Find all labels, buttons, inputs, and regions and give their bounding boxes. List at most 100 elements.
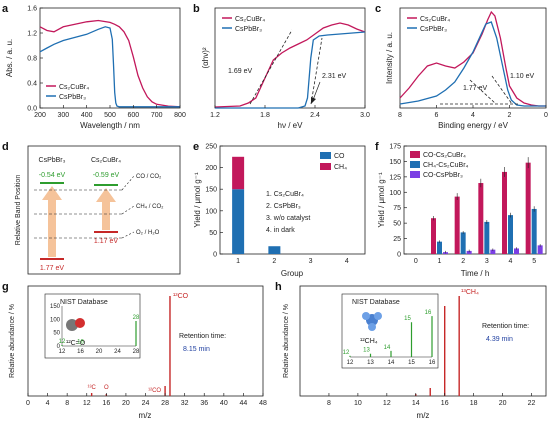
chart-a-xtick-label: 600 <box>127 112 139 119</box>
band-label-left: CsPbBr₃ <box>39 157 66 164</box>
annotation-b-arrow <box>312 81 321 101</box>
chart-h-ylabel: Relative abundance / % <box>283 304 290 378</box>
chart-f-ytick-label: 150 <box>389 159 401 166</box>
legend-a-label-2: CsPbBr₃ <box>59 94 86 101</box>
chart-f-xtick-label: 5 <box>532 258 536 265</box>
chart-a-xtick-label: 200 <box>34 112 46 119</box>
chart-e-frame <box>219 145 366 255</box>
chart-b-xtick-label: 2.4 <box>310 112 320 119</box>
chart-g-xtick-label: 28 <box>161 400 169 407</box>
legend-f-swatch-1 <box>410 151 420 158</box>
retention-label-g: Retention time: <box>179 333 226 340</box>
panel-label-d: d <box>2 141 9 153</box>
chart-g-xlabel: m/z <box>139 411 152 420</box>
inset-g-molecule-label: ¹²C=O <box>66 340 86 347</box>
chart-e-ylabel: Yield / μmol g⁻¹ <box>193 172 202 228</box>
annotation-b-2: 2.31 eV <box>322 73 346 80</box>
chart-e-xtick-label: 3 <box>309 258 313 265</box>
chart-h-frame <box>299 285 547 397</box>
inset-g-xtick-label: 24 <box>114 349 121 355</box>
tangent-line-c-2 <box>491 75 513 105</box>
chart-b-xtick-label: 1.8 <box>260 112 270 119</box>
excitation-arrow-right <box>96 188 116 230</box>
bar-f-0 <box>431 218 436 254</box>
chart-g-xtick-label: 8 <box>65 400 69 407</box>
series-line-1 <box>39 26 180 108</box>
peak-label-g: ¹³C <box>87 385 96 391</box>
bar-e-1 <box>232 156 245 190</box>
inset-g-xtick-label: 28 <box>133 349 140 355</box>
series-line-0 <box>214 22 366 108</box>
peak-label-g: O <box>104 385 109 391</box>
panel-label-b: b <box>193 3 200 15</box>
tangent-line-cspbbr3 <box>310 37 323 105</box>
inset-peak-label-h: 15 <box>404 316 411 322</box>
gap-label-left: 1.77 eV <box>40 265 64 272</box>
chart-f-xtick-label: 0 <box>414 258 418 265</box>
note-e-4: 4. in dark <box>266 227 295 234</box>
chart-f-frame <box>403 145 547 255</box>
chart-g-xtick-label: 16 <box>102 400 110 407</box>
panel-label-h: h <box>275 281 282 293</box>
bar-f-1 <box>437 241 442 254</box>
chart-g-xtick-label: 12 <box>83 400 91 407</box>
chart-c-xtick-label: 6 <box>435 112 439 119</box>
legend-a-label-1: Cs₂CuBr₄ <box>59 84 89 91</box>
legend-b-label-2: CsPbBr₃ <box>235 26 262 33</box>
chart-f-ytick-label: 100 <box>389 190 401 197</box>
chart-g-xtick-label: 48 <box>259 400 267 407</box>
redox-connector-ch4 <box>121 205 135 215</box>
redox-connector-o2 <box>121 231 135 239</box>
bar-f-1 <box>484 221 490 254</box>
legend-e-label-2: CH₄ <box>334 164 347 171</box>
note-e-3: 3. w/o catalyst <box>266 215 310 222</box>
inset-h-frame <box>341 293 439 369</box>
chart-g-xtick-label: 40 <box>220 400 228 407</box>
chart-g-xtick-label: 4 <box>46 400 50 407</box>
legend-b-label-1: Cs₂CuBr₄ <box>235 16 265 23</box>
inset-g-ytick-label: 100 <box>50 317 61 323</box>
chart-a-ytick-label: 0.0 <box>27 106 37 113</box>
chart-a: 200 300 400 500 600 700 800 0.0 0.4 0.8 1.2 1.6 Wav… <box>5 6 186 131</box>
annotation-c-1: 1.77 eV <box>463 85 487 92</box>
inset-h-xtick-label: 15 <box>408 360 415 366</box>
chart-g-xtick-label: 20 <box>122 400 130 407</box>
chart-h-xtick-label: 14 <box>412 400 420 407</box>
chart-g-xtick-label: 24 <box>142 400 150 407</box>
chart-d-ylabel: Relative Band Position <box>15 175 22 246</box>
inset-g: NIST Database ¹²C=O 12 16 28 12 16 20 24 28 0 50 1… <box>44 293 141 359</box>
inset-h-title: NIST Database <box>352 299 400 306</box>
chart-e-ytick-label: 100 <box>205 208 217 215</box>
peak-label-h: ¹³CH₄ <box>461 289 479 296</box>
annotation-b-1: 1.69 eV <box>228 68 252 75</box>
redox-label-ch4: CH₄ / CO₂ <box>136 204 164 210</box>
chart-h: ¹³CH₄ 8 10 12 14 16 18 20 22 m/z Relative abunda… <box>283 285 547 420</box>
legend-f-swatch-3 <box>410 171 420 178</box>
chart-f-ytick-label: 175 <box>389 144 401 151</box>
inset-g-xtick-label: 20 <box>96 349 103 355</box>
peak-label-g: ¹³CO <box>173 293 189 300</box>
bar-e-0 <box>232 189 245 254</box>
chart-g-xtick-label: 32 <box>181 400 189 407</box>
chart-f-ytick-label: 50 <box>393 221 401 228</box>
legend-c-label-1: Cs₂CuBr₄ <box>420 16 450 23</box>
chart-c-xlabel: Binding energy / eV <box>438 121 508 130</box>
retention-value-h: 4.39 min <box>486 336 513 343</box>
molecule-hydrogen-icon <box>368 323 376 331</box>
note-e-2: 2. CsPbBr₃ <box>266 203 301 210</box>
bar-f-1 <box>508 215 513 254</box>
chart-b-xtick-label: 1.2 <box>210 112 220 119</box>
redox-connector-co <box>121 175 135 191</box>
inset-h-xtick-label: 16 <box>429 360 436 366</box>
panel-label-c: c <box>375 3 381 15</box>
chart-b-ylabel: (αhν)² <box>201 47 210 68</box>
chart-f-xlabel: Time / h <box>461 269 490 278</box>
chart-b-xtick-label: 3.0 <box>360 112 370 119</box>
panel-label-f: f <box>375 141 379 153</box>
chart-c-xtick-label: 2 <box>508 112 512 119</box>
inset-h-xtick-label: 14 <box>388 360 395 366</box>
chart-f-ytick-label: 75 <box>393 205 401 212</box>
chart-g-xtick-label: 0 <box>26 400 30 407</box>
